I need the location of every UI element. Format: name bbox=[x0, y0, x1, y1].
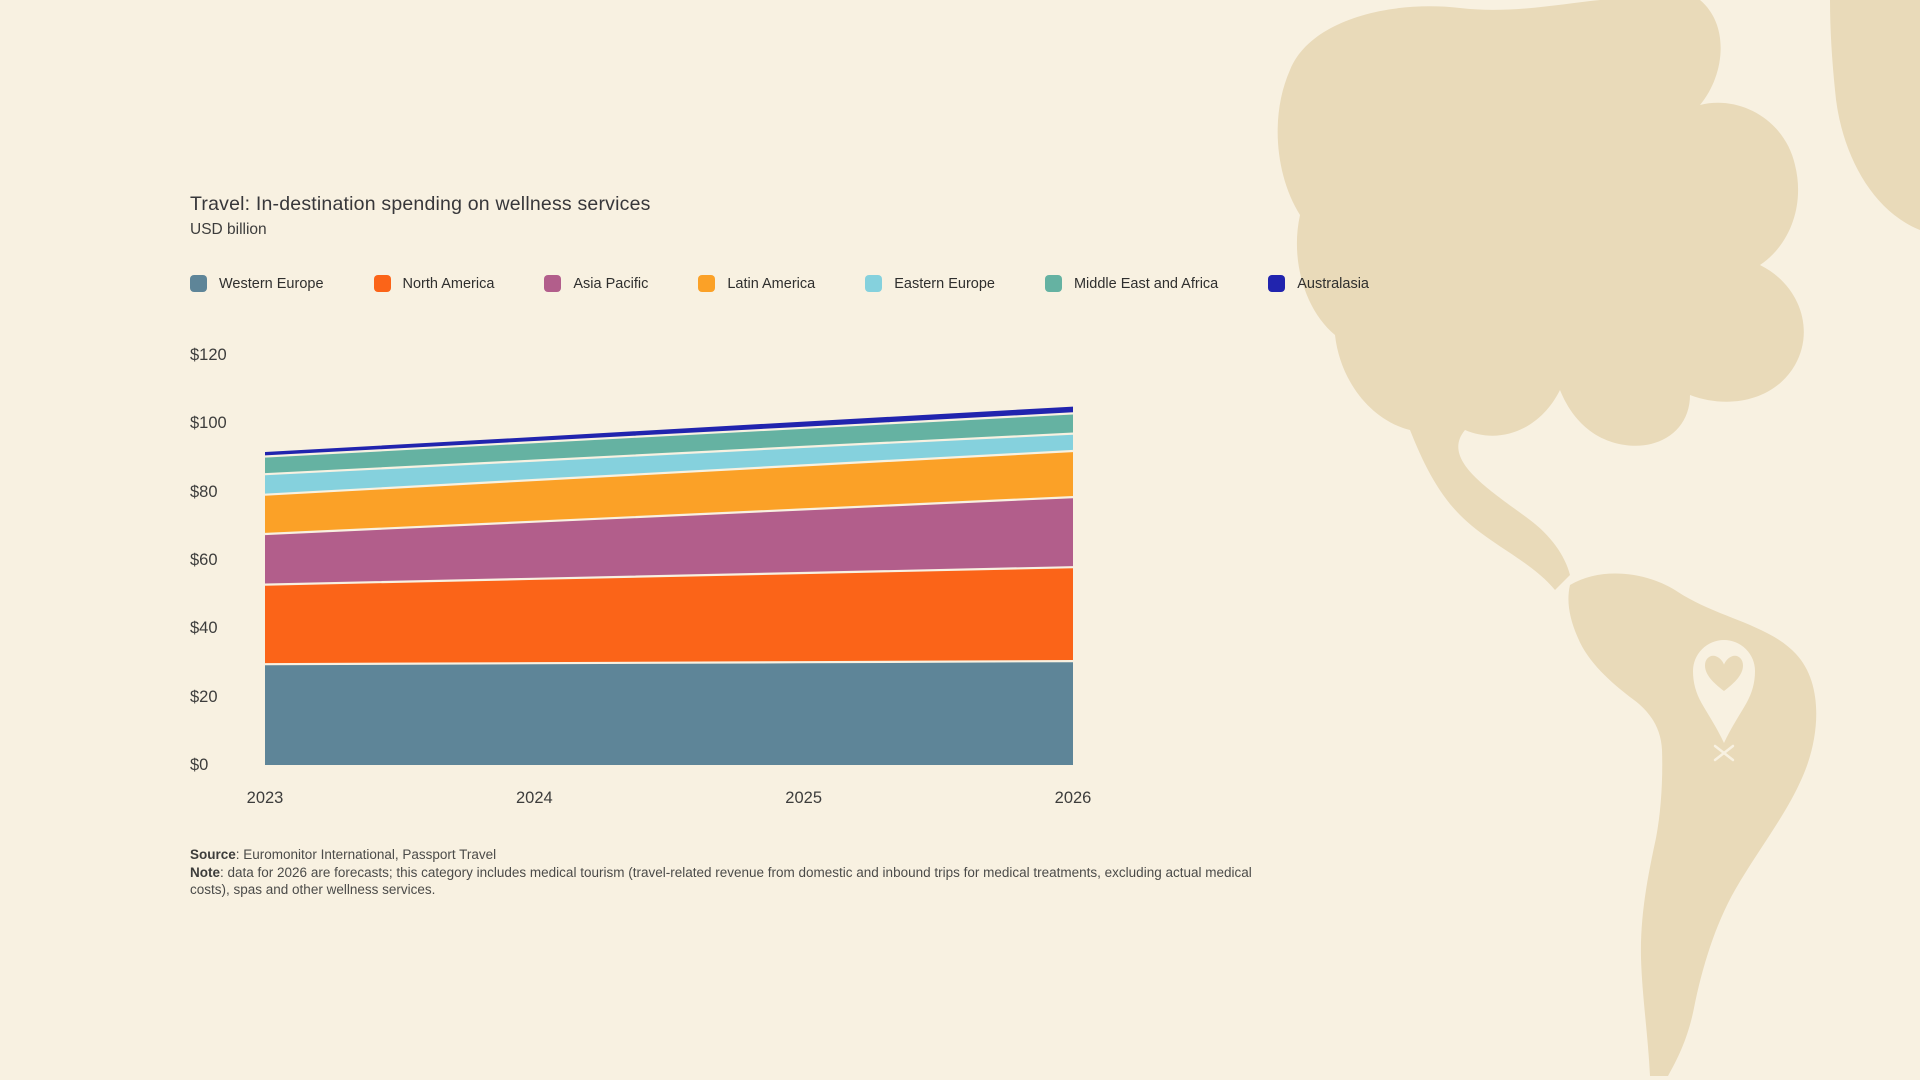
area-band-middle-east-and-africa bbox=[265, 413, 1073, 475]
y-tick-label: $120 bbox=[190, 346, 227, 364]
area-band-australasia bbox=[265, 406, 1073, 457]
north-america-silhouette bbox=[1277, 0, 1804, 590]
legend-label: Middle East and Africa bbox=[1073, 275, 1219, 292]
legend-label: North America bbox=[402, 275, 495, 292]
heart-location-pin-icon bbox=[1693, 640, 1755, 762]
area-band-asia-pacific bbox=[265, 497, 1073, 585]
x-marker-icon bbox=[1713, 744, 1735, 762]
y-tick-label: $60 bbox=[190, 551, 218, 569]
x-tick-label: 2026 bbox=[1054, 789, 1092, 807]
stacked-area-plot bbox=[265, 406, 1073, 765]
band-separator bbox=[265, 566, 1073, 586]
legend-label: Asia Pacific bbox=[573, 275, 649, 292]
note-label: Note bbox=[190, 864, 220, 880]
legend-label: Eastern Europe bbox=[894, 275, 995, 292]
legend-label: Australasia bbox=[1297, 275, 1369, 292]
band-separator bbox=[265, 660, 1073, 666]
source-label: Source bbox=[190, 847, 236, 862]
y-tick-label: $20 bbox=[190, 687, 218, 706]
x-tick-label: 2023 bbox=[246, 789, 284, 807]
australasia-swatch-icon bbox=[1268, 275, 1286, 292]
chart-legend: Western Europe North America Asia Pacific L… bbox=[190, 275, 1369, 292]
western-europe-swatch-icon bbox=[190, 275, 207, 292]
y-tick-label: $80 bbox=[190, 482, 218, 501]
latin-america-swatch-icon bbox=[698, 275, 716, 292]
note-text: : data for 2026 are forecasts; this cate… bbox=[190, 864, 1252, 898]
heart-icon bbox=[1705, 655, 1743, 691]
band-separator bbox=[265, 496, 1073, 536]
x-tick-label: 2025 bbox=[785, 789, 823, 807]
area-band-eastern-europe bbox=[265, 433, 1073, 495]
pin-shape bbox=[1693, 640, 1755, 743]
north-america-swatch-icon bbox=[373, 275, 391, 292]
source-text: : Euromonitor International, Passport Tr… bbox=[235, 847, 497, 862]
eastern-europe-swatch-icon bbox=[865, 275, 883, 292]
band-separator bbox=[265, 432, 1073, 476]
chart-subtitle: USD billion bbox=[190, 221, 267, 238]
area-band-western-europe bbox=[265, 661, 1073, 765]
middle-east-and-africa-swatch-icon bbox=[1044, 275, 1062, 292]
y-tick-label: $100 bbox=[190, 414, 227, 433]
legend-item-western-europe: Western Europe bbox=[190, 275, 324, 292]
legend-item-australasia: Australasia bbox=[1268, 275, 1369, 292]
legend-item-latin-america: Latin America bbox=[698, 275, 815, 292]
band-separator bbox=[265, 412, 1073, 458]
area-band-latin-america bbox=[265, 451, 1073, 534]
source-note: Source: Euromonitor International, Passp… bbox=[190, 846, 1290, 899]
legend-item-asia-pacific: Asia Pacific bbox=[544, 275, 648, 292]
y-tick-label: $0 bbox=[190, 756, 209, 774]
x-tick-label: 2024 bbox=[515, 789, 553, 807]
legend-label: Latin America bbox=[727, 275, 816, 292]
asia-pacific-swatch-icon bbox=[544, 275, 562, 292]
y-tick-label: $40 bbox=[190, 619, 218, 638]
legend-item-middle-east-and-africa: Middle East and Africa bbox=[1044, 275, 1219, 292]
area-band-north-america bbox=[265, 567, 1073, 665]
greenland-silhouette bbox=[1830, 0, 1920, 230]
legend-label: Western Europe bbox=[219, 275, 324, 292]
chart-title: Travel: In-destination spending on welln… bbox=[190, 193, 651, 215]
legend-item-eastern-europe: Eastern Europe bbox=[865, 275, 995, 292]
south-america-silhouette bbox=[1568, 573, 1817, 1076]
legend-item-north-america: North America bbox=[373, 275, 495, 292]
band-separator bbox=[265, 449, 1073, 496]
